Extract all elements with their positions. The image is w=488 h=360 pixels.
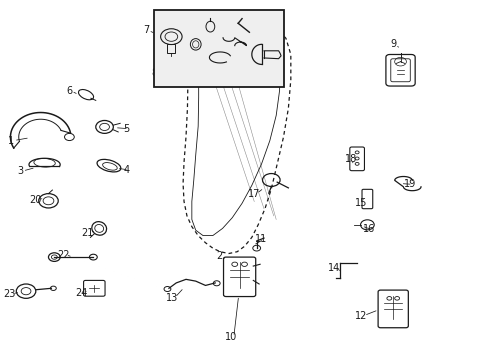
Text: 23: 23 <box>3 289 16 299</box>
Text: 1: 1 <box>8 136 15 145</box>
Text: 7: 7 <box>142 26 149 35</box>
Text: 2: 2 <box>216 251 222 261</box>
Text: 9: 9 <box>389 40 395 49</box>
Text: 14: 14 <box>327 263 339 273</box>
Text: 12: 12 <box>355 311 367 320</box>
Text: 15: 15 <box>355 198 367 208</box>
Text: 20: 20 <box>30 195 42 205</box>
Text: 4: 4 <box>123 165 129 175</box>
Text: 18: 18 <box>344 154 356 164</box>
Text: 24: 24 <box>75 288 87 298</box>
Bar <box>154 10 283 87</box>
Text: 22: 22 <box>57 249 69 260</box>
Text: 17: 17 <box>247 189 260 199</box>
Text: 5: 5 <box>123 124 129 134</box>
Text: 11: 11 <box>255 234 267 244</box>
Text: 19: 19 <box>404 179 416 189</box>
Text: 16: 16 <box>362 225 374 234</box>
Text: 8: 8 <box>151 68 158 78</box>
Text: 3: 3 <box>17 166 23 176</box>
Text: 21: 21 <box>81 228 94 238</box>
Text: 10: 10 <box>225 332 237 342</box>
Text: 13: 13 <box>166 293 178 303</box>
Bar <box>167 44 175 53</box>
Text: 6: 6 <box>66 86 72 96</box>
